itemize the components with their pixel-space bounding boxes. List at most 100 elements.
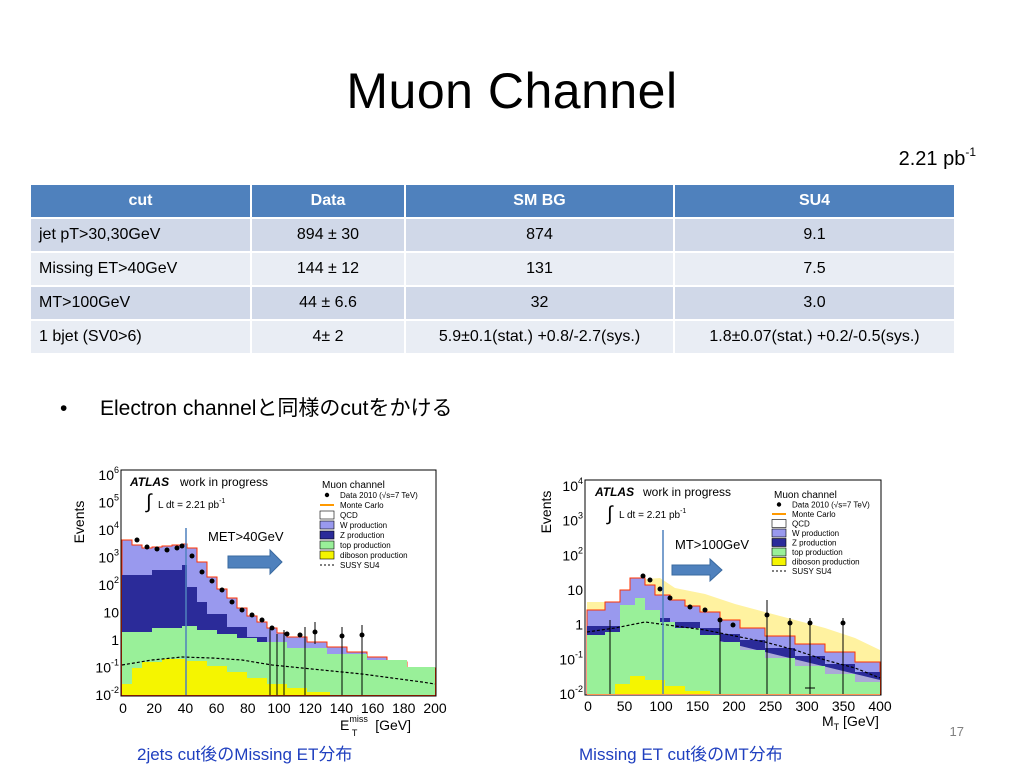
susy-su4-line	[121, 656, 436, 685]
x-tick-label: 0	[119, 700, 127, 716]
y-axis-label: Events	[71, 501, 87, 544]
legend-title: Muon channel	[322, 480, 385, 491]
x-tick-label: 140	[330, 700, 354, 716]
legend-label: Monte Carlo	[792, 510, 836, 519]
cut-arrow-icon	[671, 557, 723, 583]
mt-distribution-plot: 10-2 10-1 1 10 102 103 104 0 50 100 150 200 250 300 3…	[538, 476, 892, 732]
cell-sm-bg: 131	[404, 251, 675, 287]
error-bars	[269, 622, 363, 695]
x-tick-label: 250	[759, 698, 783, 714]
legend-marker	[771, 519, 787, 528]
x-tick-label: 180	[392, 700, 416, 716]
left-plot-caption: 2jets cut後のMissing ET分布	[137, 745, 353, 764]
y-tick-label: 103	[98, 548, 119, 566]
x-axis-label: Emiss T [GeV]	[340, 714, 411, 738]
wip-label: work in progress	[179, 475, 268, 489]
data-points	[640, 573, 846, 628]
table-row: MT>100GeV 44 ± 6.6 32 3.0	[29, 285, 956, 321]
table-row: jet pT>30,30GeV 894 ± 30 874 9.1	[29, 217, 956, 253]
bullet-dot: •	[60, 397, 68, 420]
error-bars	[609, 600, 844, 694]
legend-label: diboson production	[340, 551, 408, 560]
cell-su4: 1.8±0.07(stat.) +0.2/-0.5(sys.)	[673, 319, 956, 355]
legend-marker	[319, 540, 335, 550]
header-cut: cut	[29, 183, 252, 219]
y-tick-label: 10	[103, 605, 119, 621]
x-tick-label: 100	[267, 700, 291, 716]
y-tick-label: 102	[98, 575, 119, 593]
legend-label: Data 2010 (√s=7 TeV)	[340, 491, 418, 500]
y-tick-label: 105	[98, 493, 119, 511]
y-tick-label: 10-2	[559, 684, 583, 702]
wip-label: work in progress	[642, 485, 731, 499]
cell-cut: Missing ET>40GeV	[29, 251, 252, 287]
cell-data: 44 ± 6.6	[250, 285, 406, 321]
legend-label: Z production	[792, 539, 836, 548]
cell-sm-bg: 32	[404, 285, 675, 321]
y-tick-label: 10-2	[95, 685, 119, 703]
x-tick-label: 50	[617, 698, 633, 714]
legend-label: top production	[792, 548, 843, 557]
cell-data: 894 ± 30	[250, 217, 406, 253]
legend-label: W production	[792, 529, 839, 538]
legend-label: Monte Carlo	[340, 501, 384, 510]
legend-title: Muon channel	[774, 490, 837, 501]
atlas-label: ATLAS	[594, 485, 634, 499]
cell-su4: 9.1	[673, 217, 956, 253]
luminosity-label: 2.21 pb-1	[899, 145, 976, 171]
y-tick-label: 10-1	[95, 658, 119, 676]
x-tick-label: 150	[686, 698, 710, 714]
susy-su4-line	[586, 621, 881, 679]
diboson-fill	[122, 659, 330, 695]
y-tick-labels: 10-2 10-1 1 10 102 103 104 105 106	[95, 465, 119, 703]
y-tick-label: 104	[98, 520, 119, 538]
legend-label: Z production	[340, 531, 384, 540]
cell-cut: 1 bjet (SV0>6)	[29, 319, 252, 355]
legend-marker	[319, 530, 335, 540]
cell-su4: 3.0	[673, 285, 956, 321]
bullet-item: • Electron channelと同様のcutをかける	[60, 392, 452, 422]
legend-marker	[319, 510, 335, 520]
table-row: 1 bjet (SV0>6) 4± 2 5.9±0.1(stat.) +0.8/…	[29, 319, 956, 355]
x-tick-label: 0	[584, 698, 592, 714]
legend-marker	[319, 550, 335, 560]
luminosity-exponent: -1	[965, 145, 976, 159]
atlas-label: ATLAS	[129, 475, 169, 489]
legend-label: QCD	[340, 511, 358, 520]
lumi-integral: L dt = 2.21 pb-1	[158, 498, 225, 511]
bullet-text: Electron channelと同様のcutをかける	[100, 397, 453, 420]
y-tick-label: 102	[562, 545, 583, 563]
y-tick-label: 103	[562, 511, 583, 529]
legend-label: QCD	[792, 520, 810, 529]
legend-marker	[771, 538, 787, 547]
legend-marker	[319, 520, 335, 530]
x-tick-label: 200	[423, 700, 447, 716]
legend-label: diboson production	[792, 558, 860, 567]
y-tick-label: 1	[111, 632, 119, 648]
y-tick-label: 1	[575, 617, 583, 633]
header-data: Data	[250, 183, 406, 219]
lumi-integral: L dt = 2.21 pb-1	[619, 508, 686, 521]
cell-cut: jet pT>30,30GeV	[29, 217, 252, 253]
cell-data: 144 ± 12	[250, 251, 406, 287]
legend-marker	[776, 502, 782, 507]
x-tick-labels: 0 20 40 60 80 100 120 140 160 180 200	[119, 700, 447, 716]
page-number: 17	[949, 724, 964, 739]
cell-cut: MT>100GeV	[29, 285, 252, 321]
x-tick-label: 200	[722, 698, 746, 714]
x-tick-label: 60	[209, 700, 225, 716]
x-axis-label: MT [GeV]	[822, 713, 879, 732]
x-tick-label: 400	[868, 698, 892, 714]
cell-sm-bg: 5.9±0.1(stat.) +0.8/-2.7(sys.)	[404, 319, 675, 355]
top-production-fill	[587, 598, 880, 694]
header-sm-bg: SM BG	[404, 183, 675, 219]
y-axis-label: Events	[538, 491, 554, 534]
legend-marker	[771, 557, 787, 566]
integral-sign: ∫	[606, 503, 614, 525]
x-tick-label: 100	[649, 698, 673, 714]
right-plot-caption: Missing ET cut後のMT分布	[579, 745, 783, 764]
table-header-row: cut Data SM BG SU4	[29, 183, 956, 219]
y-tick-label: 106	[98, 465, 119, 483]
